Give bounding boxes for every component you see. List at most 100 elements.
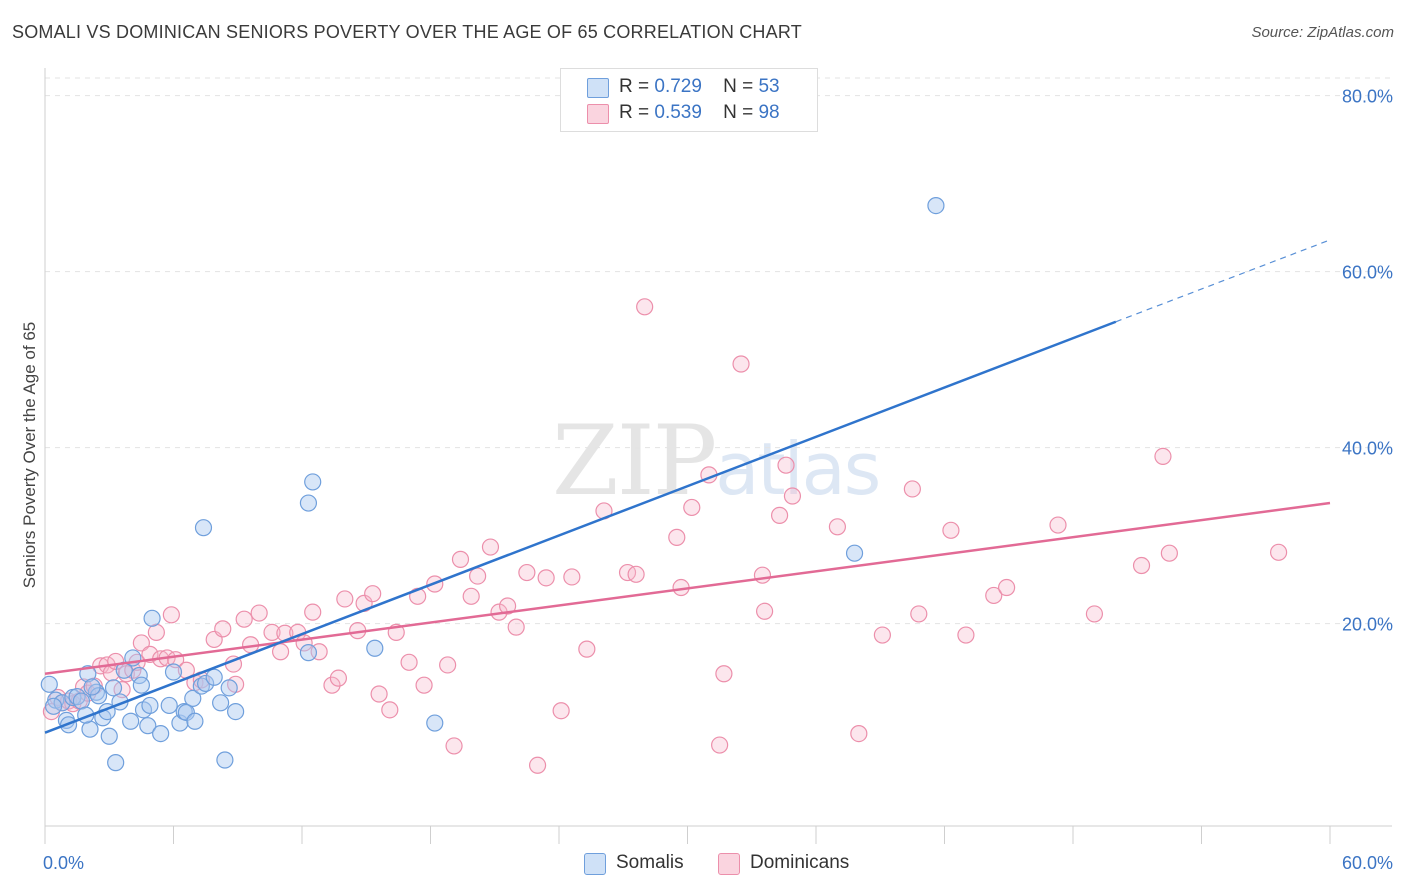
bottom-legend-swatch-somalis <box>584 853 606 875</box>
somalis-point <box>141 696 159 715</box>
dominicans-point <box>985 586 1003 605</box>
somalis-point <box>212 694 230 712</box>
somalis-point <box>53 694 71 712</box>
bottom-legend-label-somalis: Somalis <box>616 852 684 873</box>
dominicans-point <box>1154 447 1172 465</box>
dominicans-point <box>578 640 596 658</box>
somalis-point <box>139 717 157 735</box>
dominicans-point <box>323 676 341 694</box>
somalis-point <box>186 712 204 730</box>
somalis-point <box>304 473 322 491</box>
legend-text-somalis: R = 0.729 N = 53 <box>619 76 780 98</box>
dominicans-point <box>777 456 795 474</box>
dominicans-point <box>235 610 253 628</box>
somalis-point <box>299 644 318 662</box>
dominicans-point <box>415 676 433 694</box>
x-tick-label: 60.0% <box>1342 853 1393 873</box>
legend-r-label: R = <box>619 76 650 97</box>
somalis-trend-extension <box>1115 239 1331 323</box>
dominicans-point <box>263 623 281 642</box>
somalis-point <box>927 197 945 215</box>
dominicans-point <box>370 685 388 703</box>
source-label: Source: ZipAtlas.com <box>1251 24 1394 41</box>
dominicans-point <box>1049 516 1067 534</box>
dominicans-point <box>214 620 232 638</box>
somalis-point <box>197 674 215 693</box>
dominicans-point <box>998 578 1016 597</box>
somalis-point <box>107 754 125 772</box>
dominicans-point <box>770 506 789 524</box>
dominicans-point <box>499 597 517 615</box>
watermark: ZIPatlas <box>552 405 881 517</box>
dominicans-point <box>783 487 802 505</box>
dominicans-point <box>1160 544 1178 562</box>
dominicans-point <box>942 521 960 539</box>
dominicans-point <box>627 565 645 583</box>
dominicans-point <box>132 634 150 652</box>
y-tick-label: 60.0% <box>1342 263 1393 283</box>
dominicans-point <box>528 756 547 774</box>
dominicans-point <box>1132 556 1151 575</box>
dominicans-point <box>518 563 536 582</box>
somalis-point <box>366 639 384 657</box>
somalis-point <box>104 679 123 697</box>
watermark-atlas: atlas <box>715 427 881 511</box>
dominicans-point <box>364 585 382 603</box>
somalis-point <box>122 712 140 730</box>
dominicans-point <box>715 665 733 683</box>
dominicans-point <box>445 737 463 755</box>
legend-swatch-somalis <box>587 78 609 98</box>
dominicans-point <box>873 626 891 644</box>
dominicans-point <box>329 669 348 687</box>
y-tick-label: 80.0% <box>1342 87 1393 107</box>
somalis-point <box>143 609 161 627</box>
somalis-point <box>216 751 234 769</box>
somalis-point <box>220 679 238 697</box>
dominicans-trend-line <box>44 501 1331 675</box>
somalis-point <box>152 724 170 743</box>
legend-r-value: 0.539 <box>654 102 702 123</box>
watermark-zip: ZIP <box>552 405 717 517</box>
dominicans-point <box>755 602 774 620</box>
somalis-point <box>83 678 101 696</box>
somalis-trend-line <box>44 320 1117 734</box>
dominicans-point <box>683 498 701 517</box>
legend-swatch-dominicans <box>587 104 609 124</box>
dominicans-point <box>850 724 868 743</box>
bottom-legend-label-dominicans: Dominicans <box>750 852 850 873</box>
somalis-point <box>100 727 118 745</box>
dominicans-point <box>381 701 399 719</box>
somalis-point <box>160 696 178 715</box>
somalis-point <box>426 714 444 732</box>
somalis-point <box>845 544 864 562</box>
dominicans-point <box>552 702 570 720</box>
legend-n-label: N = <box>723 102 754 123</box>
somalis-point <box>227 702 245 721</box>
dominicans-point <box>451 550 470 568</box>
dominicans-point <box>618 563 637 582</box>
somalis-point <box>89 687 108 705</box>
dominicans-point <box>910 605 928 623</box>
dominicans-point <box>336 590 354 608</box>
dominicans-point <box>469 567 487 585</box>
dominicans-point <box>711 736 729 754</box>
legend-r-label: R = <box>619 102 650 123</box>
dominicans-point <box>668 528 686 546</box>
dominicans-point <box>753 566 772 584</box>
dominicans-point <box>439 656 457 674</box>
dominicans-point <box>636 298 654 316</box>
dominicans-point <box>732 355 750 373</box>
dominicans-point <box>537 569 555 587</box>
somalis-point <box>164 663 183 681</box>
dominicans-point <box>400 653 418 671</box>
dominicans-point <box>957 626 975 644</box>
chart-title: SOMALI VS DOMINICAN SENIORS POVERTY OVER… <box>12 22 802 42</box>
dominicans-point <box>271 643 290 661</box>
x-tick-label: 0.0% <box>43 853 84 873</box>
dominicans-point <box>563 568 581 586</box>
dominicans-point <box>1085 605 1104 623</box>
somalis-point <box>177 703 195 722</box>
dominicans-point <box>304 603 322 621</box>
y-tick-label: 40.0% <box>1342 439 1393 459</box>
